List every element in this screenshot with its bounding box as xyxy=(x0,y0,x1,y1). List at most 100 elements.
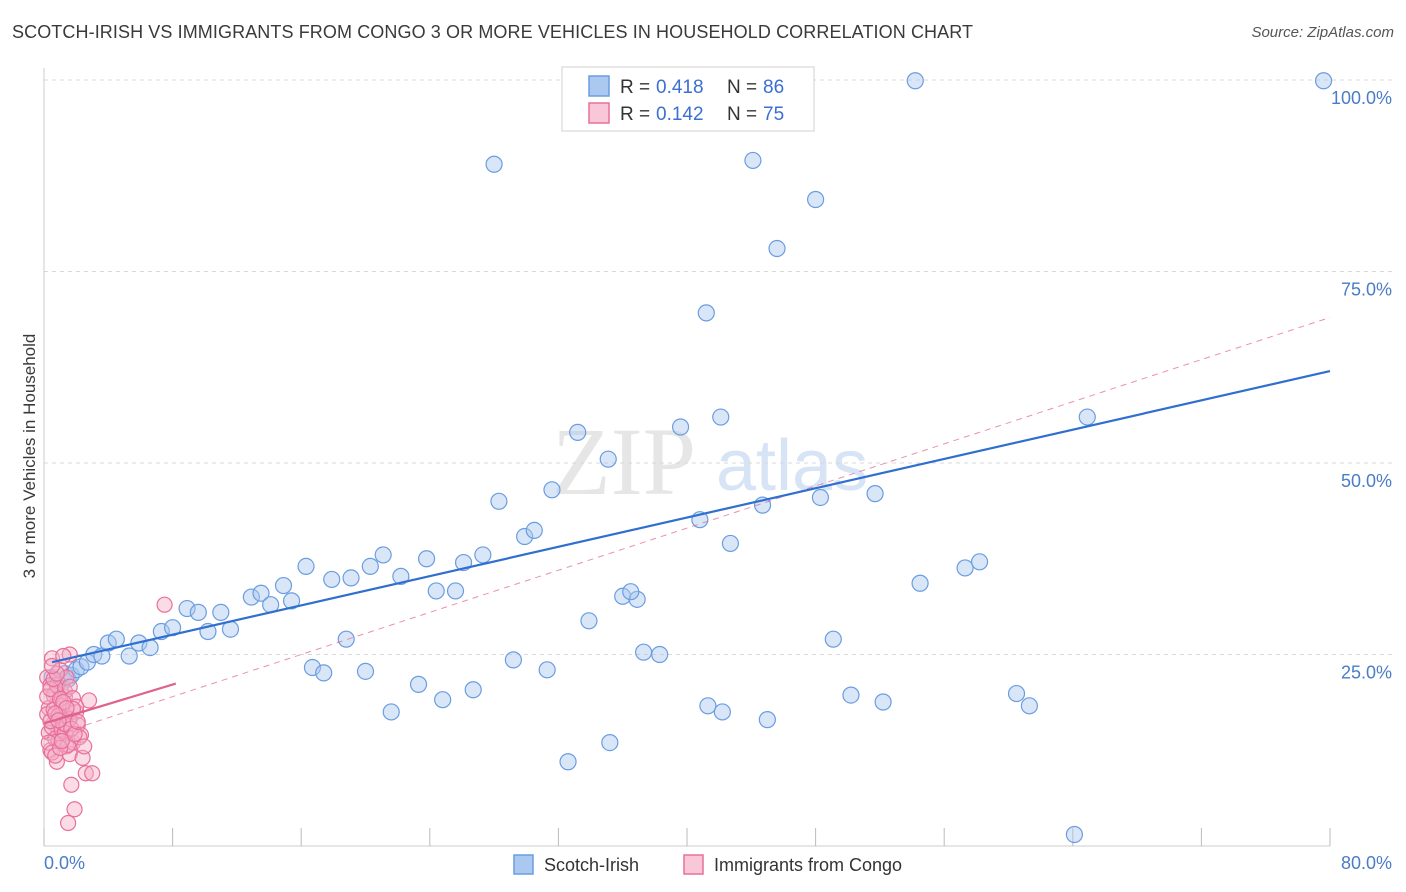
scotch-irish-point xyxy=(382,703,400,721)
legend-r-label: R = xyxy=(620,104,650,125)
scotch-irish-point xyxy=(1314,72,1333,90)
congo-point xyxy=(80,692,98,709)
scotch-irish-point xyxy=(842,686,860,704)
scotch-irish-point xyxy=(427,582,445,600)
congo-point xyxy=(66,801,83,818)
scotch-irish-point xyxy=(120,647,138,665)
scotch-irish-point xyxy=(315,664,333,682)
congo-point xyxy=(84,765,101,782)
congo-point xyxy=(48,665,65,682)
scotch-irish-point xyxy=(614,587,632,605)
scotch-irish-point xyxy=(392,567,410,585)
scotch-irish-point xyxy=(712,408,730,426)
watermark-zip: ZIP xyxy=(552,408,696,515)
scotch-irish-point xyxy=(956,559,974,577)
scotch-irish-point xyxy=(970,553,989,571)
scotch-irish-point xyxy=(252,584,270,602)
scotch-irish-point xyxy=(485,155,503,173)
scotch-irish-point xyxy=(434,691,452,709)
scotch-irish-point xyxy=(866,485,884,503)
scotch-irish-point xyxy=(1007,684,1026,703)
congo-point xyxy=(60,814,77,832)
legend-r-value: 0.142 xyxy=(656,104,704,125)
scotch-irish-point xyxy=(580,612,598,630)
scotch-irish-point xyxy=(651,645,669,664)
legend-swatch-blue xyxy=(588,75,610,97)
stats-legend: R = 0.418 N = 86 R = 0.142 N = 75 xyxy=(561,66,815,132)
trend-lines xyxy=(43,316,1331,740)
legend-n-label: N = xyxy=(727,77,757,98)
legend-label-scotch-irish[interactable]: Scotch-Irish xyxy=(544,855,639,875)
scotch-irish-point xyxy=(490,492,508,510)
congo-point xyxy=(53,732,70,750)
scotch-irish-point xyxy=(189,603,207,621)
scotch-irish-point xyxy=(323,570,341,589)
y-axis-label: 3 or more Vehicles in Household xyxy=(20,334,39,579)
scotch-irish-point xyxy=(599,450,617,468)
scotch-irish-point xyxy=(806,190,825,209)
scotch-irish-point xyxy=(303,658,322,677)
scotch-irish-point xyxy=(446,582,465,600)
y-tick-label: 100.0% xyxy=(1331,88,1392,108)
scotch-irish-trend xyxy=(51,370,1331,664)
x-tick-min: 0.0% xyxy=(44,853,85,873)
scotch-irish-point xyxy=(178,599,196,618)
scotch-irish-point xyxy=(409,675,428,693)
scotch-irish-point xyxy=(342,569,360,587)
scotch-irish-point xyxy=(361,557,379,576)
legend-r-label: R = xyxy=(620,77,650,98)
scotch-irish-point xyxy=(713,703,731,721)
chart-title: SCOTCH-IRISH VS IMMIGRANTS FROM CONGO 3 … xyxy=(12,22,974,42)
scotch-irish-points xyxy=(43,72,1333,844)
scotch-irish-point xyxy=(99,634,117,652)
scotch-irish-point xyxy=(811,488,830,507)
scotch-irish-point xyxy=(417,550,436,568)
congo-point xyxy=(58,669,75,686)
scotch-irish-point xyxy=(758,711,776,729)
scotch-irish-point xyxy=(242,588,260,606)
scotch-irish-point xyxy=(1078,408,1096,426)
legend-r-value: 0.418 xyxy=(656,77,704,98)
legend-swatch-scotch-irish[interactable] xyxy=(513,854,534,875)
scotch-irish-point xyxy=(543,481,561,499)
y-tick-label: 50.0% xyxy=(1341,471,1392,491)
scotch-irish-point xyxy=(504,651,522,669)
congo-point xyxy=(77,765,94,782)
scotch-irish-point xyxy=(744,151,762,170)
scotch-irish-point xyxy=(212,603,230,621)
x-tick-max: 80.0% xyxy=(1341,853,1392,873)
scotch-irish-point xyxy=(274,576,293,595)
scotch-irish-point xyxy=(282,592,301,610)
scotch-irish-point xyxy=(1020,697,1038,715)
scotch-irish-point xyxy=(559,753,577,771)
scotch-irish-point xyxy=(569,423,587,441)
source-label: Source: ZipAtlas.com xyxy=(1251,24,1394,41)
congo-point xyxy=(42,680,59,698)
scotch-irish-point xyxy=(671,418,690,436)
congo-point xyxy=(63,776,80,793)
scotch-irish-point xyxy=(464,681,482,699)
scotch-irish-point xyxy=(601,733,619,752)
scotch-irish-point xyxy=(634,643,653,661)
y-tick-labels: 25.0% 50.0% 75.0% 100.0% xyxy=(1331,88,1392,683)
scotch-irish-point xyxy=(538,661,556,679)
y-tick-label: 75.0% xyxy=(1341,280,1392,300)
series-legend: Scotch-Irish Immigrants from Congo xyxy=(513,854,902,875)
legend-swatch-congo[interactable] xyxy=(683,854,704,875)
congo-point xyxy=(76,738,93,755)
scotch-irish-point xyxy=(699,697,717,715)
legend-n-value: 86 xyxy=(763,77,784,98)
scotch-irish-point xyxy=(374,546,392,564)
scotch-irish-point xyxy=(721,534,740,553)
grid xyxy=(44,79,1392,655)
scotch-irish-point xyxy=(1065,825,1084,844)
congo-trend-extended xyxy=(43,316,1331,740)
legend-n-label: N = xyxy=(727,104,757,125)
scotch-irish-point xyxy=(474,546,492,564)
legend-n-value: 75 xyxy=(763,104,784,125)
legend-label-congo[interactable]: Immigrants from Congo xyxy=(714,855,902,875)
scotch-irish-point xyxy=(337,630,355,648)
scotch-irish-point xyxy=(911,574,929,592)
scotch-irish-point xyxy=(107,630,125,648)
